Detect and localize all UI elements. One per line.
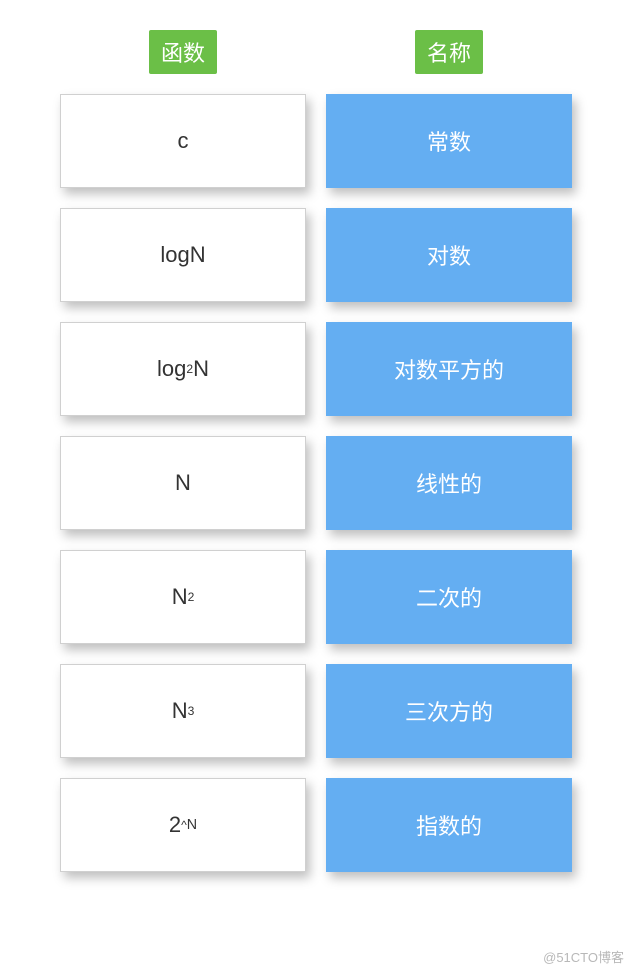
header-row: 函数 名称 [60, 30, 572, 74]
table-row: c常数 [60, 94, 572, 188]
function-cell: N3 [60, 664, 306, 758]
function-cell: N2 [60, 550, 306, 644]
watermark-text: @51CTO博客 [543, 947, 624, 966]
name-cell: 对数平方的 [326, 322, 572, 416]
function-cell: logN [60, 208, 306, 302]
table-row: N线性的 [60, 436, 572, 530]
function-cell: N [60, 436, 306, 530]
table-row: 2^N指数的 [60, 778, 572, 872]
name-cell: 线性的 [326, 436, 572, 530]
header-badge-function: 函数 [149, 30, 217, 74]
header-cell-function: 函数 [60, 30, 306, 74]
function-cell: c [60, 94, 306, 188]
table-row: N3三次方的 [60, 664, 572, 758]
function-cell: log2N [60, 322, 306, 416]
name-cell: 二次的 [326, 550, 572, 644]
name-cell: 三次方的 [326, 664, 572, 758]
name-cell: 对数 [326, 208, 572, 302]
rows-container: c常数logN对数log2N对数平方的N线性的N2二次的N3三次方的2^N指数的 [60, 94, 572, 872]
table-row: logN对数 [60, 208, 572, 302]
name-cell: 指数的 [326, 778, 572, 872]
table-row: log2N对数平方的 [60, 322, 572, 416]
table-row: N2二次的 [60, 550, 572, 644]
header-badge-name: 名称 [415, 30, 483, 74]
function-cell: 2^N [60, 778, 306, 872]
name-cell: 常数 [326, 94, 572, 188]
table-container: 函数 名称 c常数logN对数log2N对数平方的N线性的N2二次的N3三次方的… [0, 0, 632, 872]
header-cell-name: 名称 [326, 30, 572, 74]
